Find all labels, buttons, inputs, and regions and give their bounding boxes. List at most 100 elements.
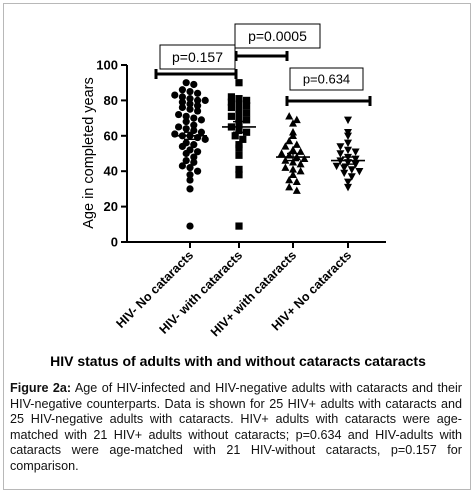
data-point <box>190 80 198 89</box>
y-tick-label: 100 <box>96 58 118 73</box>
y-tick-label: 0 <box>111 235 118 250</box>
data-point <box>344 146 352 155</box>
data-point <box>344 183 352 192</box>
annotation-layer: p=0.157 p=0.0005 p=0.634 <box>154 23 372 106</box>
data-point <box>194 107 202 115</box>
data-point <box>351 148 360 156</box>
data-point <box>296 167 305 175</box>
data-point <box>231 132 239 140</box>
y-tick-label: 40 <box>104 164 118 179</box>
data-point <box>197 128 205 136</box>
data-point <box>227 98 235 106</box>
y-tick-label: 80 <box>104 93 118 108</box>
data-point <box>292 186 301 194</box>
p-value-box <box>234 23 321 49</box>
data-point <box>355 168 364 176</box>
data-point <box>289 119 297 127</box>
data-point <box>344 178 352 187</box>
data-point <box>190 141 198 149</box>
data-point <box>190 153 198 161</box>
data-point <box>190 114 198 122</box>
y-tick-label: 20 <box>104 199 118 214</box>
data-point <box>285 175 294 184</box>
data-point <box>281 142 290 150</box>
p-value-label: p=0.634 <box>303 72 350 87</box>
data-point <box>235 222 243 230</box>
data-point <box>336 143 345 151</box>
data-point <box>243 102 251 110</box>
data-point <box>186 164 194 172</box>
data-point <box>235 100 243 108</box>
data-point <box>227 103 235 112</box>
data-point <box>178 93 186 101</box>
data-point <box>347 173 356 181</box>
data-point <box>285 112 294 120</box>
data-point <box>289 165 297 173</box>
data-point <box>289 145 297 154</box>
p-value-box <box>289 67 364 91</box>
data-point <box>281 156 290 164</box>
y-axis-title: Age in completed years <box>81 77 97 229</box>
caption-label: Figure 2a: <box>10 381 72 395</box>
data-point <box>277 149 286 157</box>
data-point <box>186 176 194 184</box>
data-point <box>182 79 190 87</box>
data-point <box>182 112 190 120</box>
data-point <box>190 158 198 166</box>
data-point <box>344 116 352 125</box>
data-point <box>182 118 190 126</box>
data-point <box>186 105 194 113</box>
data-point <box>186 87 194 96</box>
data-point <box>235 144 243 152</box>
data-point <box>194 148 202 156</box>
data-point <box>243 96 251 104</box>
p-value-box <box>159 44 236 70</box>
data-point <box>227 112 235 120</box>
data-point <box>178 98 186 106</box>
p-value-label: p=0.157 <box>172 49 223 65</box>
data-point <box>194 89 202 97</box>
data-point <box>171 91 179 99</box>
data-point <box>235 171 243 179</box>
data-point <box>243 116 251 124</box>
x-axis-title: HIV status of adults with and without ca… <box>50 353 426 369</box>
data-point <box>332 162 341 171</box>
data-point <box>182 125 190 133</box>
data-point <box>285 182 294 191</box>
points-layer <box>171 79 364 230</box>
data-point <box>190 121 198 129</box>
data-point <box>281 163 290 171</box>
p-value-label: p=0.0005 <box>248 28 307 44</box>
data-point <box>344 132 352 140</box>
data-point <box>182 149 190 158</box>
data-point <box>186 100 194 108</box>
data-point <box>235 151 243 159</box>
data-point <box>300 154 309 163</box>
data-point <box>292 115 301 124</box>
data-point <box>178 162 186 170</box>
data-point <box>289 131 297 139</box>
data-point <box>243 128 251 136</box>
data-point <box>182 156 190 165</box>
data-point <box>340 169 349 178</box>
data-point <box>243 109 251 117</box>
data-point <box>175 123 183 131</box>
data-point <box>336 150 345 158</box>
data-point <box>296 159 305 168</box>
data-point <box>235 107 243 115</box>
data-point <box>178 86 186 94</box>
data-point <box>235 114 243 122</box>
data-point <box>175 110 183 119</box>
data-point <box>340 164 349 172</box>
data-point <box>344 139 352 148</box>
data-point <box>186 171 194 179</box>
data-point <box>292 177 301 186</box>
data-point <box>235 165 243 174</box>
data-point <box>347 166 356 174</box>
data-point <box>285 136 294 145</box>
data-point <box>239 135 247 143</box>
data-point <box>194 102 202 110</box>
figure-caption: Figure 2a: Age of HIV-infected and HIV-n… <box>10 381 462 475</box>
data-point <box>186 185 194 193</box>
